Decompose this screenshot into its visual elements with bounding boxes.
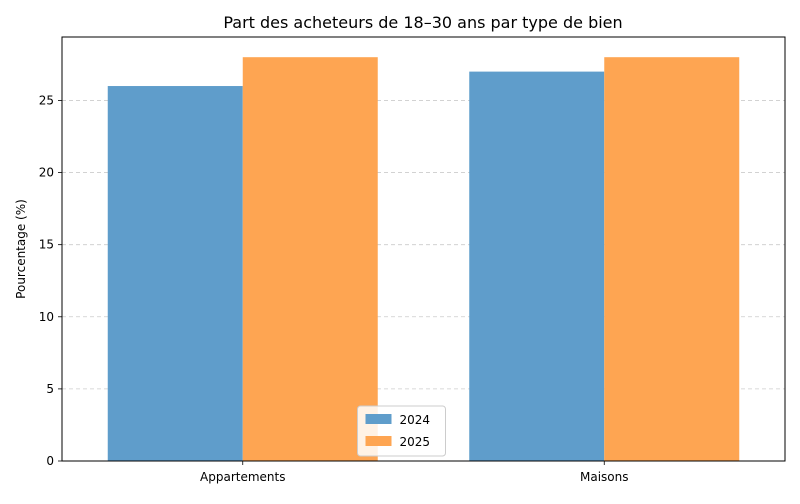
y-tick-label: 20	[39, 166, 54, 180]
x-tick-label: Maisons	[580, 470, 629, 484]
y-tick-label: 25	[39, 93, 54, 107]
axes	[58, 36, 786, 465]
plot-frame	[61, 36, 786, 462]
y-tick-label: 15	[39, 238, 54, 252]
bars	[107, 57, 740, 462]
x-tick-label: Appartements	[200, 470, 285, 484]
legend-label-2025: 2025	[400, 435, 431, 449]
bar-2024-maisons	[469, 71, 605, 461]
chart-title: Part des acheteurs de 18–30 ans par type…	[223, 13, 622, 32]
y-tick-label: 5	[46, 382, 54, 396]
y-axis-label: Pourcentage (%)	[14, 199, 28, 299]
legend: 2024 2025	[357, 405, 446, 457]
bar-2025-appartements	[242, 57, 378, 461]
y-tick-label: 10	[39, 310, 54, 324]
bar-2025-maisons	[604, 57, 740, 461]
legend-label-2024: 2024	[400, 413, 431, 427]
y-tick-label: 0	[46, 454, 54, 468]
legend-swatch-2024	[365, 414, 392, 424]
legend-swatch-2025	[365, 436, 392, 446]
bar-2024-appartements	[107, 86, 243, 462]
